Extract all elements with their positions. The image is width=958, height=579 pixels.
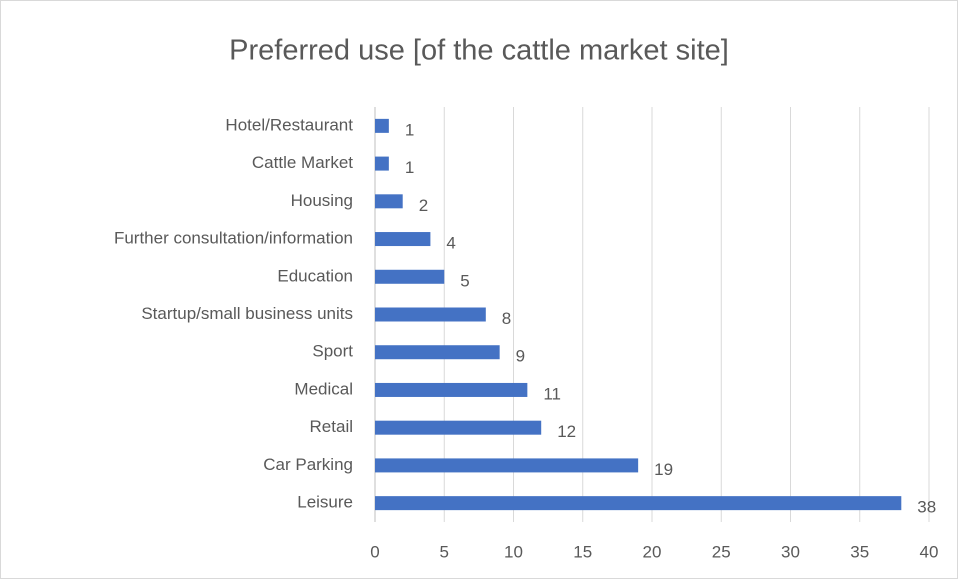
value-label: 1 bbox=[405, 120, 414, 139]
x-tick-label: 25 bbox=[712, 542, 731, 561]
value-label: 11 bbox=[543, 384, 561, 403]
x-tick-label: 20 bbox=[643, 542, 662, 561]
y-tick-label: Education bbox=[277, 266, 353, 285]
x-tick-label: 5 bbox=[440, 542, 449, 561]
x-tick-label: 35 bbox=[850, 542, 869, 561]
bar bbox=[375, 345, 500, 360]
x-tick-label: 0 bbox=[370, 542, 379, 561]
chart-title: Preferred use [of the cattle market site… bbox=[229, 35, 729, 67]
value-label: 1 bbox=[405, 158, 414, 177]
bar bbox=[375, 382, 528, 397]
bar bbox=[375, 269, 445, 284]
y-tick-label: Housing bbox=[291, 191, 353, 210]
x-tick-label: 15 bbox=[573, 542, 592, 561]
y-tick-label: Further consultation/information bbox=[114, 229, 353, 248]
y-tick-label: Cattle Market bbox=[252, 153, 353, 172]
value-label: 4 bbox=[446, 234, 455, 253]
x-tick-label: 30 bbox=[781, 542, 800, 561]
y-tick-label: Startup/small business units bbox=[141, 304, 353, 323]
value-label: 19 bbox=[654, 460, 673, 479]
y-tick-label: Car Parking bbox=[263, 455, 353, 474]
value-label: 38 bbox=[917, 498, 936, 517]
bar bbox=[375, 420, 542, 435]
bar bbox=[375, 307, 486, 322]
value-label: 9 bbox=[516, 347, 525, 366]
y-tick-label: Retail bbox=[310, 417, 353, 436]
value-label: 8 bbox=[502, 309, 511, 328]
y-tick-label: Leisure bbox=[297, 493, 353, 512]
x-tick-label: 40 bbox=[920, 542, 939, 561]
x-tick-label: 10 bbox=[504, 542, 523, 561]
bar bbox=[375, 458, 639, 473]
value-label: 2 bbox=[419, 196, 428, 215]
bar bbox=[375, 118, 389, 133]
bar bbox=[375, 156, 389, 171]
value-label: 5 bbox=[460, 271, 469, 290]
value-label: 12 bbox=[557, 422, 576, 441]
bar bbox=[375, 194, 403, 209]
y-tick-label: Hotel/Restaurant bbox=[225, 115, 353, 134]
bar bbox=[375, 232, 431, 247]
y-tick-label: Sport bbox=[312, 342, 353, 361]
y-tick-label: Medical bbox=[294, 379, 353, 398]
bar bbox=[375, 496, 902, 511]
